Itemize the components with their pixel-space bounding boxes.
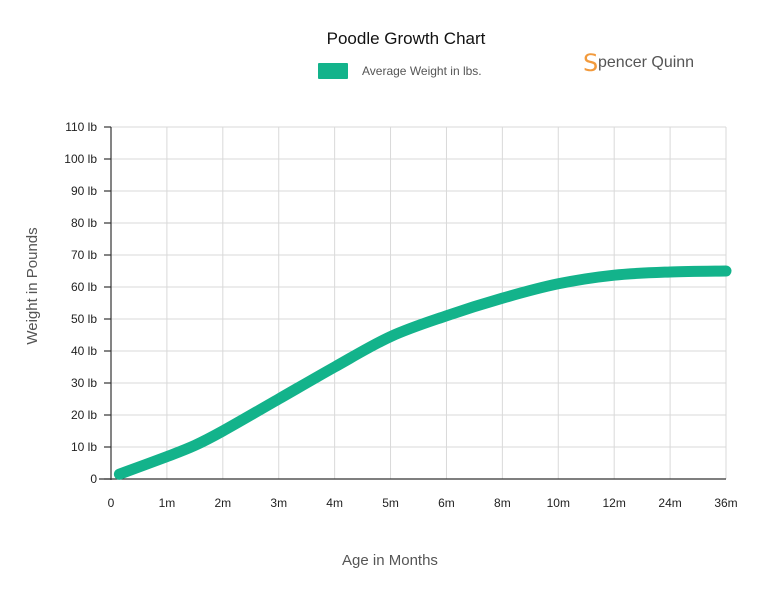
x-tick-label: 8m: [494, 496, 511, 510]
x-tick-label: 4m: [326, 496, 343, 510]
y-tick-label: 60 lb: [71, 280, 97, 294]
y-tick-label: 0: [90, 472, 97, 486]
y-axis-title: Weight in Pounds: [24, 227, 41, 344]
y-tick-label: 20 lb: [71, 408, 97, 422]
chart-title: Poodle Growth Chart: [327, 29, 486, 48]
y-tick-label: 70 lb: [71, 248, 97, 262]
y-tick-label: 100 lb: [64, 152, 97, 166]
x-tick-label: 12m: [603, 496, 626, 510]
y-tick-label: 90 lb: [71, 184, 97, 198]
x-tick-label: 6m: [438, 496, 455, 510]
x-tick-labels: 0 1m 2m 3m 4m 5m 6m 8m 10m 12m 24m 36m: [108, 496, 738, 510]
x-tick-label: 1m: [159, 496, 176, 510]
brand-logo: S pencer Quinn: [583, 49, 694, 77]
y-tick-label: 30 lb: [71, 376, 97, 390]
y-tick-label: 110 lb: [65, 120, 97, 134]
axes: [99, 126, 726, 480]
y-tick-label: 40 lb: [71, 344, 97, 358]
y-tick-label: 10 lb: [71, 440, 97, 454]
brand-logo-text: pencer Quinn: [598, 54, 694, 71]
brand-logo-initial: S: [583, 49, 598, 77]
x-axis-title: Age in Months: [342, 552, 438, 569]
legend-label: Average Weight in lbs.: [362, 64, 482, 78]
x-tick-label: 0: [108, 496, 115, 510]
legend-swatch: [318, 63, 348, 79]
x-tick-label: 10m: [547, 496, 570, 510]
legend: Average Weight in lbs.: [318, 63, 482, 79]
x-tick-label: 24m: [658, 496, 681, 510]
series: [113, 265, 732, 480]
x-tick-label: 3m: [270, 496, 287, 510]
x-tick-label: 5m: [382, 496, 399, 510]
y-tick-labels: 0 10 lb 20 lb 30 lb 40 lb 50 lb 60 lb 70 lb 80 l…: [64, 120, 97, 486]
y-tick-label: 50 lb: [71, 312, 97, 326]
y-tick-label: 80 lb: [71, 216, 97, 230]
x-tick-label: 2m: [214, 496, 231, 510]
x-tick-label: 36m: [714, 496, 737, 510]
grid: [111, 126, 727, 479]
series-line: [113, 265, 732, 480]
